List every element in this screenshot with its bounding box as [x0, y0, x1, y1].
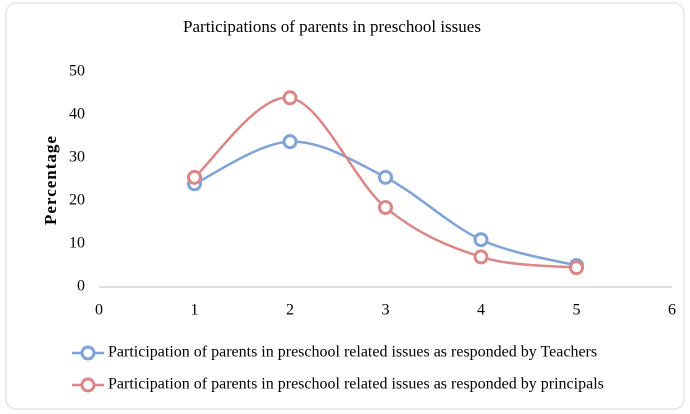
- y-tick-label: 50: [69, 63, 85, 80]
- x-tick-label: 5: [573, 302, 581, 319]
- chart-title: Participations of parents in preschool i…: [183, 17, 481, 36]
- data-point: [378, 169, 393, 185]
- legend-marker: [80, 377, 96, 393]
- x-tick-label: 2: [286, 302, 294, 319]
- data-point: [378, 199, 393, 215]
- y-tick-label: 0: [77, 278, 85, 295]
- y-tick-label: 10: [69, 235, 85, 252]
- data-point: [473, 249, 489, 265]
- data-point: [187, 169, 202, 185]
- x-tick-label: 6: [668, 302, 676, 319]
- series-line: [193, 96, 577, 269]
- x-tick-label: 3: [382, 302, 390, 319]
- y-tick-label: 30: [69, 149, 85, 166]
- data-point: [282, 134, 298, 150]
- legend-marker: [80, 345, 96, 361]
- data-point: [282, 90, 298, 106]
- x-tick-label: 4: [477, 302, 485, 319]
- y-axis-label: Percentage: [41, 135, 60, 225]
- legend-label: Participation of parents in preschool re…: [108, 344, 597, 361]
- chart-frame: [5, 2, 685, 410]
- data-point: [473, 232, 489, 248]
- x-tick-label: 0: [95, 302, 103, 319]
- legend-label: Participation of parents in preschool re…: [108, 376, 604, 393]
- y-tick-label: 20: [69, 192, 85, 209]
- x-tick-label: 1: [191, 302, 199, 319]
- y-tick-label: 40: [69, 106, 85, 123]
- data-point: [569, 260, 584, 276]
